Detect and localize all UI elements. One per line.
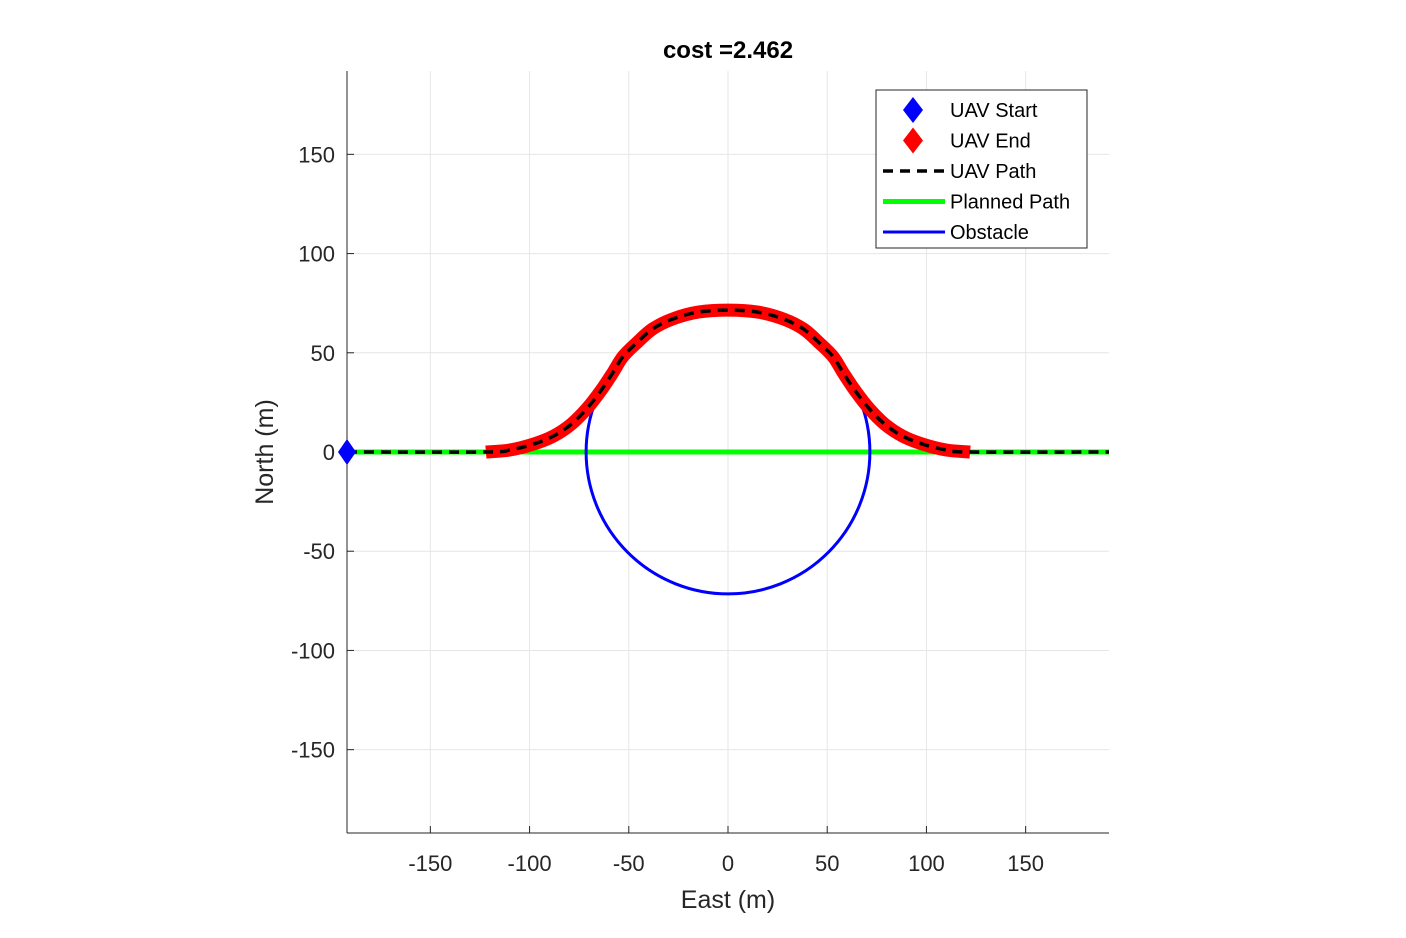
plot-area <box>347 303 1109 596</box>
x-tick-label: 50 <box>815 851 839 876</box>
x-tick-label: -50 <box>613 851 645 876</box>
x-tick-label: 0 <box>722 851 734 876</box>
legend-label-2: UAV Path <box>950 161 1036 183</box>
chart-title: cost =2.462 <box>663 37 793 64</box>
legend-label-1: UAV End <box>950 131 1031 153</box>
y-tick-label: 150 <box>298 142 335 167</box>
legend-label-4: Obstacle <box>950 222 1029 244</box>
legend-label-3: Planned Path <box>950 192 1070 214</box>
x-axis-label: East (m) <box>681 886 775 914</box>
legend-symbol-1 <box>903 127 923 154</box>
y-tick-label: 50 <box>311 341 335 366</box>
axes <box>338 71 1109 834</box>
uav-path-line <box>347 308 1109 454</box>
y-tick-label: -50 <box>303 539 335 564</box>
legend-symbol-0 <box>903 97 923 123</box>
y-axis-label: North (m) <box>251 399 279 505</box>
tick-labels: -150 -100 -50 0 50 100 150 150 100 50 0 -50 -100 -150 <box>291 142 1044 876</box>
x-tick-label: -100 <box>508 851 552 876</box>
x-tick-label: 150 <box>1007 851 1044 876</box>
y-tick-label: 0 <box>323 440 335 465</box>
y-tick-label: 100 <box>298 242 335 267</box>
legend-label-0: UAV Start <box>950 100 1038 122</box>
uav-start-marker <box>338 439 356 465</box>
x-tick-label: -150 <box>408 851 452 876</box>
legend: UAV Start UAV End UAV Path Planned Path Obst… <box>875 89 1088 249</box>
y-tick-label: -100 <box>291 638 335 663</box>
y-tick-label: -150 <box>291 738 335 763</box>
x-tick-label: 100 <box>908 851 945 876</box>
